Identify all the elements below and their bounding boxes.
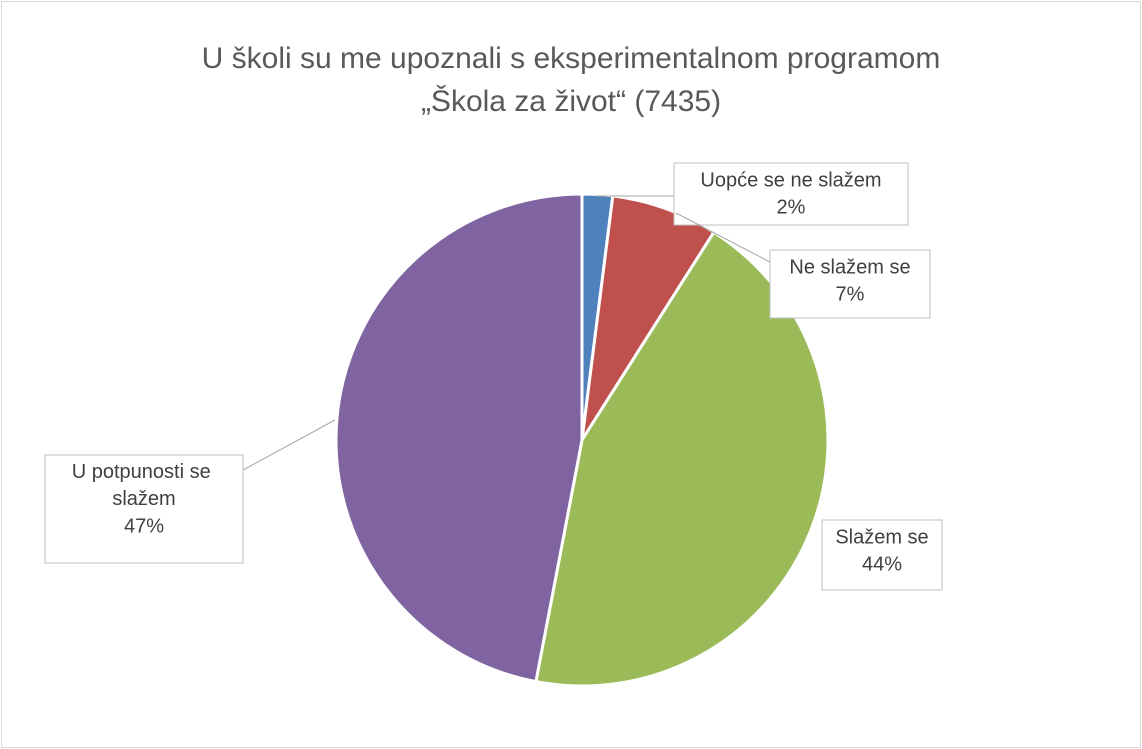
chart-title: „Škola za život“ (7435) — [421, 84, 721, 118]
label-box — [769, 249, 931, 319]
data-label: 47% — [124, 515, 164, 537]
label-box — [821, 519, 943, 591]
leader-line — [242, 419, 336, 471]
data-label-name: Ne slažem se — [789, 256, 910, 278]
data-label: 44% — [862, 553, 902, 575]
leader-line — [675, 212, 771, 263]
data-label: 7% — [836, 283, 865, 305]
data-label-name: Slažem se — [835, 526, 928, 548]
pie-slice — [334, 192, 584, 684]
data-label-name: Uopće se ne slažem — [700, 169, 881, 191]
data-label: 2% — [777, 196, 806, 218]
chart-title: U školi su me upoznali s eksperimentalno… — [202, 42, 941, 75]
label-box — [44, 454, 244, 564]
data-label-name: U potpunosti se slažem — [72, 461, 217, 510]
label-box — [673, 162, 909, 226]
